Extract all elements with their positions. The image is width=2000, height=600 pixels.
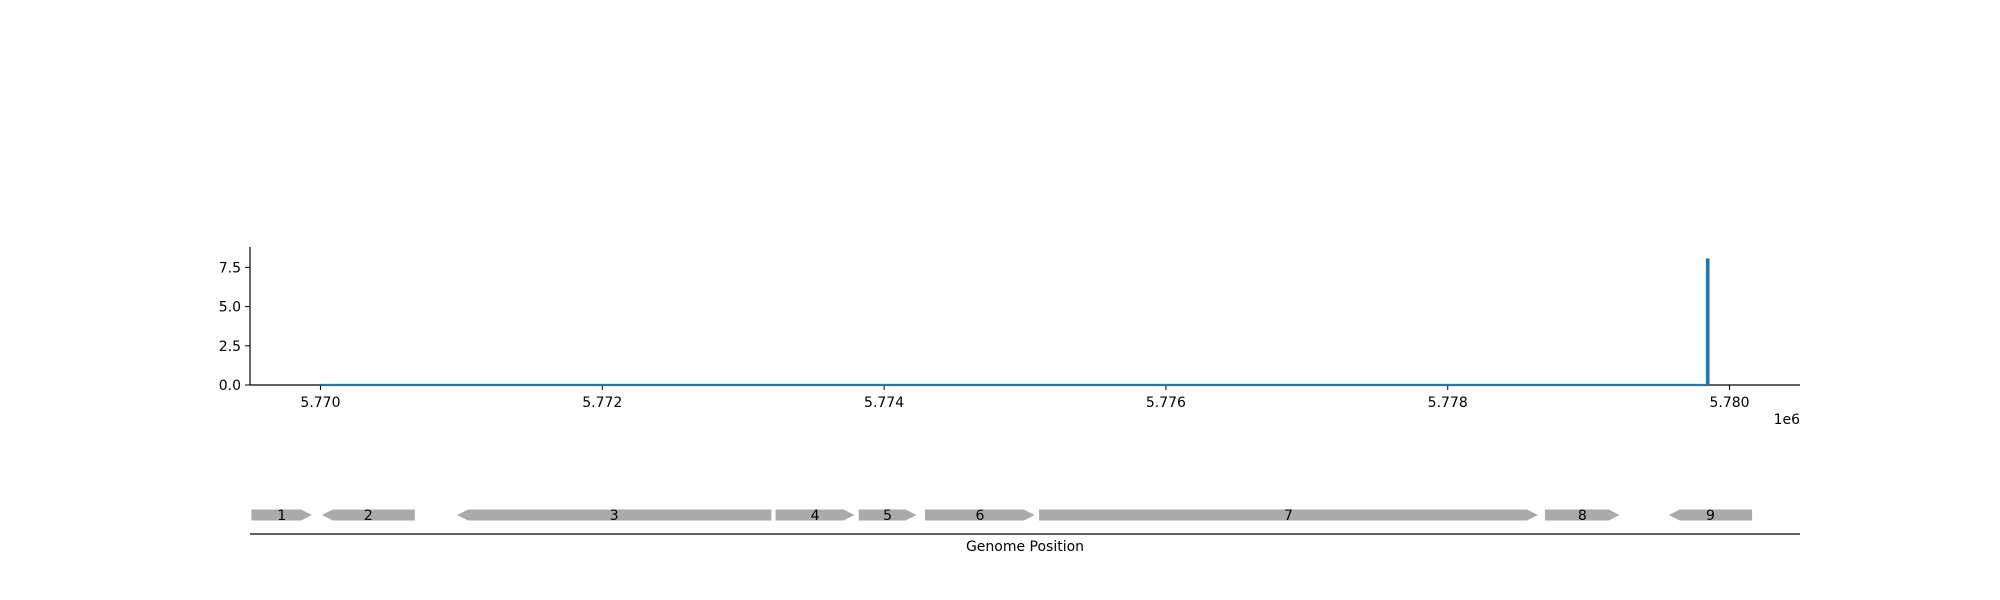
y-tick-label: 2.5 <box>219 339 241 355</box>
gene-arrow-5 <box>858 509 917 521</box>
gene-label: 4 <box>811 508 820 524</box>
x-tick-label: 5.772 <box>582 395 622 411</box>
y-tick-label: 5.0 <box>219 300 241 316</box>
gene-arrow-7 <box>1039 509 1538 521</box>
gene-label: 3 <box>610 508 619 524</box>
gene-arrow-9 <box>1668 509 1753 521</box>
gene-label: 2 <box>364 508 373 524</box>
gene-label: 1 <box>277 508 286 524</box>
gene-label: 6 <box>975 508 984 524</box>
x-offset-label: 1e6 <box>1774 412 1801 428</box>
gene-arrow-8 <box>1544 509 1620 521</box>
x-tick-label: 5.780 <box>1709 395 1749 411</box>
coverage-plot: 5.770 5.772 5.774 5.776 5.778 5.780 1e6 0.0 2.5 5… <box>219 247 1800 428</box>
y-tick-label: 7.5 <box>219 260 241 276</box>
y-tick-label: 0.0 <box>219 378 241 394</box>
gene-arrow-6 <box>924 509 1035 521</box>
gene-label: 7 <box>1284 508 1293 524</box>
x-tick-label: 5.770 <box>300 395 340 411</box>
gene-label: 8 <box>1578 508 1587 524</box>
x-tick-label: 5.774 <box>864 395 904 411</box>
x-tick-label: 5.778 <box>1428 395 1468 411</box>
gene-arrow-1 <box>251 509 312 521</box>
coverage-line-series-0 <box>320 258 1710 387</box>
gene-label: 5 <box>883 508 892 524</box>
x-tick-label: 5.776 <box>1146 395 1186 411</box>
gene-arrow-4 <box>775 509 855 521</box>
gene-track: 1 2 3 4 5 6 7 8 9 Genome Position <box>250 508 1800 555</box>
gene-label: 9 <box>1706 508 1715 524</box>
gene-arrow-2 <box>321 509 415 521</box>
gene-arrow-3 <box>457 509 772 521</box>
gene-track-x-label: Genome Position <box>966 539 1084 555</box>
